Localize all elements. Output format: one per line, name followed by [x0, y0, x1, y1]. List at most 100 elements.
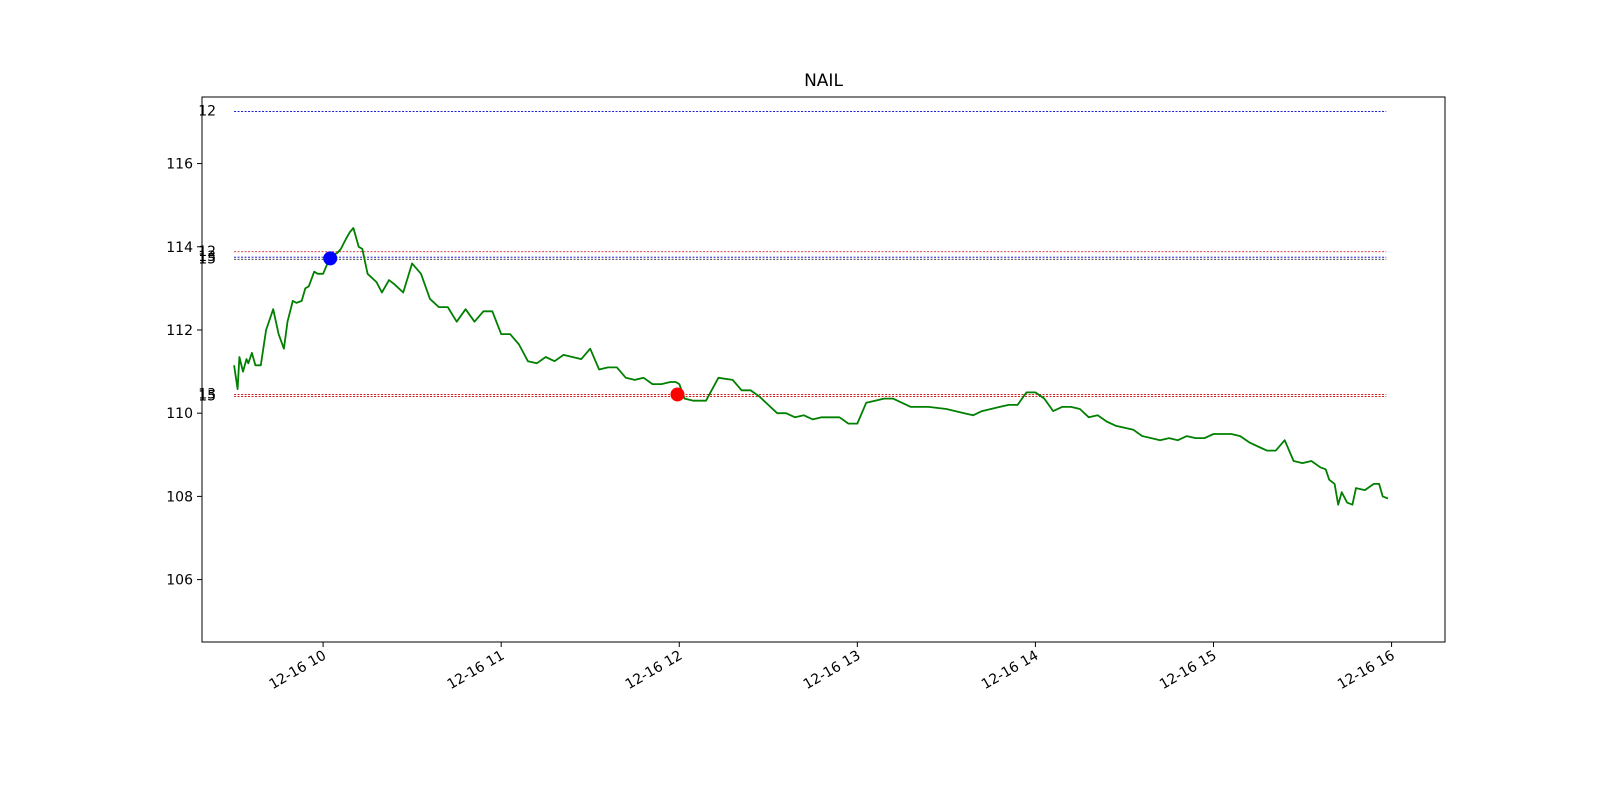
data-point	[1352, 504, 1353, 505]
data-point	[750, 390, 751, 391]
data-point	[554, 361, 555, 362]
data-point	[857, 423, 858, 424]
data-point	[1035, 392, 1036, 393]
data-point	[599, 369, 600, 370]
data-point	[1364, 490, 1365, 491]
data-point	[337, 252, 338, 253]
data-point	[786, 413, 787, 414]
data-point	[910, 406, 911, 407]
reference-line-label: 15	[198, 389, 216, 405]
data-point	[340, 248, 341, 249]
data-point	[1329, 479, 1330, 480]
data-point	[239, 356, 240, 357]
reference-line-label: 15	[198, 251, 216, 267]
data-point	[741, 390, 742, 391]
data-point	[438, 306, 439, 307]
data-point	[1008, 404, 1009, 405]
data-point	[1017, 404, 1018, 405]
x-tick-label: 12-16 14	[979, 648, 1042, 693]
data-point	[1382, 496, 1383, 497]
data-point	[563, 354, 564, 355]
data-point	[518, 344, 519, 345]
x-tick-label: 12-16 13	[801, 648, 864, 693]
data-point	[308, 286, 309, 287]
data-point	[1325, 469, 1326, 470]
data-point	[314, 271, 315, 272]
axes: 106 108 110 112 114 116 12-16 10 12-16 11 12-16 …	[166, 96, 1446, 693]
data-point	[1151, 438, 1152, 439]
data-point	[1195, 438, 1196, 439]
data-point	[1379, 483, 1380, 484]
data-point	[376, 282, 377, 283]
data-point	[718, 377, 719, 378]
data-point	[1124, 427, 1125, 428]
data-point	[928, 406, 929, 407]
data-point	[346, 238, 347, 239]
data-point	[946, 408, 947, 409]
data-point	[1257, 446, 1258, 447]
data-point	[255, 365, 256, 366]
data-point	[296, 302, 297, 303]
data-point	[420, 273, 421, 274]
data-point	[794, 417, 795, 418]
data-point	[278, 334, 279, 335]
data-point	[429, 298, 430, 299]
data-point	[848, 423, 849, 424]
data-point	[990, 408, 991, 409]
data-point	[684, 398, 685, 399]
data-point	[693, 400, 694, 401]
data-point	[1106, 421, 1107, 422]
x-tick-label: 12-16 11	[445, 648, 508, 693]
data-point	[527, 361, 528, 362]
data-point	[353, 227, 354, 228]
data-point	[1284, 440, 1285, 441]
y-tick-label: 110	[166, 406, 193, 422]
data-point	[883, 398, 884, 399]
data-point	[839, 417, 840, 418]
data-point	[246, 358, 247, 359]
data-point	[412, 263, 413, 264]
data-point	[1097, 415, 1098, 416]
y-tick-label: 112	[166, 323, 193, 339]
data-point	[616, 367, 617, 368]
data-point	[812, 419, 813, 420]
trade-markers	[323, 251, 685, 402]
data-point	[322, 273, 323, 274]
data-point	[1168, 438, 1169, 439]
data-point	[1142, 435, 1143, 436]
data-point	[1044, 398, 1045, 399]
reference-line-label: 12	[198, 244, 216, 260]
data-point	[732, 379, 733, 380]
data-point	[388, 279, 389, 280]
series-line	[233, 227, 1389, 506]
data-point	[283, 348, 284, 349]
data-point	[1311, 460, 1312, 461]
trade-marker	[323, 251, 338, 266]
data-point	[625, 377, 626, 378]
data-point	[1053, 411, 1054, 412]
data-point	[456, 321, 457, 322]
data-point	[1320, 467, 1321, 468]
x-tick-label: 12-16 10	[267, 648, 330, 693]
data-point	[866, 402, 867, 403]
data-point	[572, 356, 573, 357]
data-point	[1346, 502, 1347, 503]
data-point	[248, 363, 249, 364]
data-point	[273, 309, 274, 310]
data-point	[545, 356, 546, 357]
data-point	[237, 388, 238, 389]
data-point	[759, 396, 760, 397]
data-point	[1387, 498, 1388, 499]
data-point	[483, 311, 484, 312]
data-point	[1088, 417, 1089, 418]
data-point	[301, 300, 302, 301]
data-point	[1133, 429, 1134, 430]
data-point	[1062, 406, 1063, 407]
data-point	[1186, 435, 1187, 436]
data-point	[492, 311, 493, 312]
data-point	[1266, 450, 1267, 451]
data-point	[305, 288, 306, 289]
data-point	[634, 379, 635, 380]
